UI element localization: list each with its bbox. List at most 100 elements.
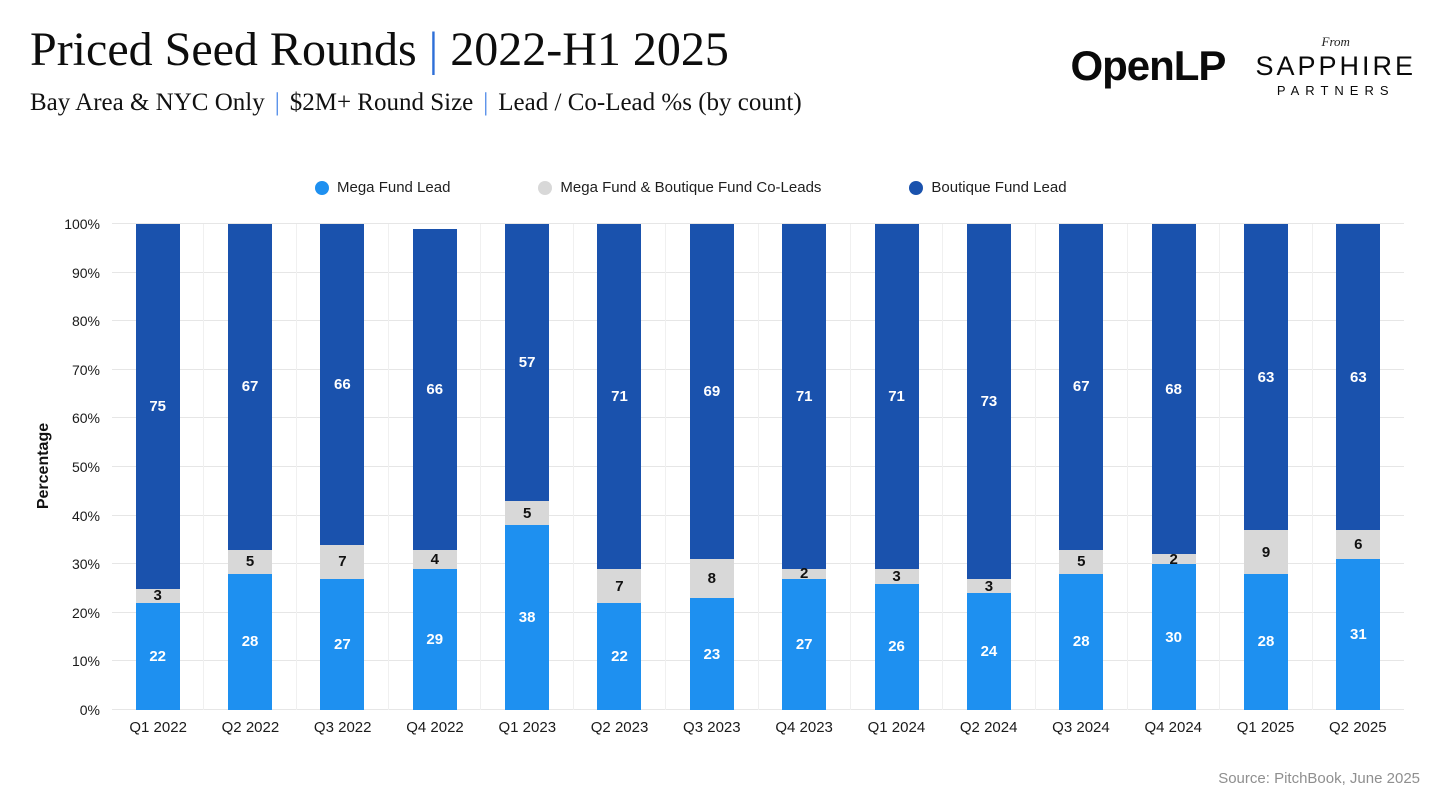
bar-segment[interactable]: 68 — [1151, 224, 1196, 555]
bar-segment[interactable]: 69 — [689, 224, 734, 560]
bar-slot-q2-2024: 24 3 73 — [942, 224, 1034, 710]
bar-value-label: 71 — [888, 388, 905, 406]
y-tick-label: 30% — [71, 556, 100, 573]
bar-slot-q2-2025: 31 6 63 — [1311, 224, 1404, 710]
bar-value-label: 68 — [1165, 380, 1182, 398]
bar-segment[interactable]: 71 — [874, 224, 919, 570]
legend-dot-icon — [315, 180, 329, 195]
stacked-bar-q3-2022[interactable]: 27 7 66 — [320, 224, 365, 710]
bar-value-label: 75 — [149, 397, 167, 415]
bar-segment[interactable]: 22 — [597, 603, 642, 710]
stacked-bar-q1-2025[interactable]: 28 9 63 — [1243, 224, 1288, 710]
bar-segment[interactable]: 3 — [874, 569, 919, 584]
x-tick-label: Q4 2022 — [406, 719, 464, 736]
bar-segment[interactable]: 7 — [320, 544, 365, 579]
x-tick-label: Q3 2023 — [683, 719, 741, 736]
bar-value-label: 57 — [518, 354, 536, 372]
bar-value-label: 5 — [245, 553, 255, 571]
bar-segment[interactable]: 22 — [135, 603, 180, 710]
bar-segment[interactable]: 28 — [1243, 573, 1288, 710]
y-tick-label: 70% — [71, 361, 100, 378]
bar-segment[interactable]: 63 — [1336, 224, 1381, 531]
bar-segment[interactable]: 71 — [597, 224, 642, 570]
bar-segment[interactable]: 6 — [1336, 530, 1381, 560]
bar-segment[interactable]: 31 — [1336, 559, 1381, 710]
stacked-bar-q2-2023[interactable]: 22 7 71 — [597, 224, 642, 710]
bar-segment[interactable]: 66 — [320, 224, 365, 545]
bar-segment[interactable]: 5 — [505, 501, 550, 526]
bar-value-label: 28 — [1257, 633, 1275, 651]
bar-value-label: 63 — [1257, 368, 1275, 386]
y-tick-label: 40% — [71, 507, 100, 524]
bar-segment[interactable]: 8 — [689, 559, 734, 599]
bar-segment[interactable]: 30 — [1151, 564, 1196, 710]
stacked-bar-q1-2022[interactable]: 22 3 75 — [135, 224, 180, 710]
x-tick-label: Q1 2024 — [867, 719, 926, 736]
stacked-bar-q1-2024[interactable]: 26 3 71 — [874, 224, 919, 710]
bar-segment[interactable]: 66 — [412, 228, 457, 550]
y-tick-label: 20% — [71, 604, 100, 621]
stacked-bar-q4-2022[interactable]: 29 4 66 — [412, 224, 457, 710]
bar-segment[interactable]: 24 — [966, 593, 1011, 710]
x-tick-label: Q1 2022 — [129, 719, 187, 736]
bar-slot-q2-2023: 22 7 71 — [572, 224, 665, 710]
bar-value-label: 30 — [1165, 628, 1182, 646]
bar-slot-q4-2024: 30 2 68 — [1126, 224, 1219, 710]
bar-slot-q4-2023: 27 2 71 — [757, 224, 850, 710]
stacked-bar-q2-2022[interactable]: 28 5 67 — [228, 224, 273, 710]
bar-segment[interactable]: 5 — [1059, 549, 1104, 574]
bar-segment[interactable]: 67 — [228, 224, 273, 550]
x-axis-ticks: Q1 2022 Q2 2022 Q3 2022 Q4 2022 Q1 2023 Q2 20… — [112, 719, 1404, 736]
title-separator: | — [428, 23, 439, 76]
bar-segment[interactable]: 63 — [1243, 224, 1288, 531]
bar-segment[interactable]: 57 — [505, 224, 550, 502]
stacked-bar-q4-2023[interactable]: 27 2 71 — [782, 224, 827, 710]
bar-segment[interactable]: 2 — [1151, 550, 1196, 568]
bar-segment[interactable]: 3 — [135, 587, 180, 605]
plot-area: 22 3 75 28 5 67 27 7 66 29 4 66 38 5 57 22 7 71 23 8 69 27 2 71… — [112, 223, 1404, 710]
legend-item-1[interactable]: Mega Fund Lead — [315, 179, 450, 196]
bar-segment[interactable]: 73 — [966, 224, 1011, 579]
bar-value-label: 7 — [615, 577, 624, 595]
legend-item-2[interactable]: Mega Fund & Boutique Fund Co-Leads — [538, 179, 821, 196]
bar-segment[interactable]: 7 — [597, 569, 642, 604]
bar-segment[interactable]: 28 — [1059, 573, 1104, 710]
bar-segment[interactable]: 28 — [228, 573, 273, 710]
x-tick-label: Q3 2022 — [313, 719, 372, 736]
stacked-bar-q2-2025[interactable]: 31 6 63 — [1336, 224, 1381, 710]
bar-segment[interactable]: 67 — [1059, 224, 1104, 550]
stacked-bar-q3-2023[interactable]: 23 8 69 — [689, 224, 734, 710]
stacked-bar-q4-2024[interactable]: 30 2 68 — [1151, 224, 1196, 710]
y-tick-label: 60% — [71, 410, 100, 427]
x-tick-label: Q4 2023 — [775, 719, 833, 736]
bar-segment[interactable]: 27 — [782, 578, 827, 710]
bar-segment[interactable]: 4 — [412, 549, 457, 570]
bar-segment[interactable]: 75 — [135, 224, 180, 589]
bar-value-label: 26 — [888, 638, 905, 656]
bar-value-label: 27 — [334, 635, 351, 653]
bar-value-label: 3 — [153, 587, 162, 605]
bar-segment[interactable]: 29 — [412, 569, 457, 710]
bar-value-label: 2 — [1169, 550, 1178, 568]
bar-segment[interactable]: 9 — [1243, 530, 1288, 574]
x-tick-label: Q2 2022 — [221, 719, 280, 736]
bar-segment[interactable]: 27 — [320, 578, 365, 710]
bar-value-label: 66 — [334, 375, 351, 393]
y-tick-label: 80% — [71, 313, 100, 330]
stacked-bar-q1-2023[interactable]: 38 5 57 — [505, 224, 550, 710]
bar-segment[interactable]: 38 — [505, 525, 550, 710]
bar-segment[interactable]: 71 — [782, 224, 827, 570]
bar-value-label: 24 — [980, 643, 998, 661]
bar-segment[interactable]: 2 — [782, 566, 827, 581]
bar-segment[interactable]: 26 — [874, 583, 919, 710]
legend-item-3[interactable]: Boutique Fund Lead — [909, 179, 1067, 196]
stacked-bar-q2-2024[interactable]: 24 3 73 — [966, 224, 1011, 710]
logos: OpenLP From SAPPHIRE PARTNERS — [1070, 34, 1416, 98]
bar-segment[interactable]: 5 — [228, 549, 273, 574]
bar-segment[interactable]: 23 — [689, 598, 734, 710]
bar-segment[interactable]: 3 — [966, 579, 1011, 594]
subtitle-part-3: Lead / Co-Lead %s (by count) — [498, 89, 802, 116]
x-tick-label: Q1 2023 — [498, 719, 557, 736]
bar-slot-q2-2022: 28 5 67 — [203, 224, 295, 710]
stacked-bar-q3-2024[interactable]: 28 5 67 — [1059, 224, 1104, 710]
